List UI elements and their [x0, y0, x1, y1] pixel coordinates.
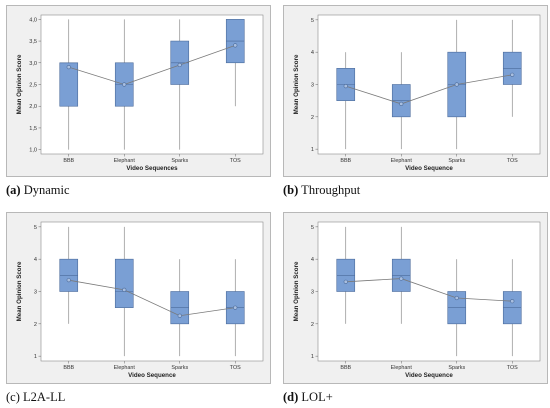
- caption-text: Dynamic: [20, 183, 70, 197]
- mean-marker: [177, 62, 182, 68]
- y-tick-label: 3,0: [29, 61, 37, 67]
- y-tick-label: 1,0: [29, 148, 37, 154]
- x-axis-label: Video Sequence: [128, 372, 176, 379]
- y-axis-label: Mean Opinion Score: [293, 261, 300, 321]
- caption-text: Throughput: [298, 183, 361, 197]
- x-tick-label: TOS: [230, 158, 241, 164]
- x-tick-label: Sparks: [448, 365, 465, 371]
- caption-dynamic: (a) Dynamic: [6, 183, 70, 198]
- y-tick-label: 3: [311, 290, 314, 296]
- x-axis-label: Video Sequence: [405, 372, 453, 379]
- y-tick-label: 2,5: [29, 83, 37, 89]
- y-tick-label: 4: [311, 50, 314, 56]
- y-tick-label: 1,5: [29, 126, 37, 132]
- x-tick-label: Elephant: [114, 158, 136, 164]
- mean-marker: [454, 295, 459, 301]
- y-tick-label: 4: [311, 257, 314, 263]
- x-axis-label: Video Sequence: [405, 165, 453, 172]
- y-tick-label: 5: [34, 225, 37, 231]
- mean-connect-line: [345, 74, 513, 105]
- chart-panel-l2a-ll: 1 2 3 4 5 BBB Elephant Sparks TOS Video Sequence M…: [6, 212, 271, 384]
- x-tick-label: Sparks: [171, 158, 188, 164]
- mean-marker: [233, 43, 238, 48]
- mean-marker: [122, 287, 127, 292]
- y-tick-label: 5: [311, 18, 314, 24]
- x-tick-label: Elephant: [391, 158, 413, 164]
- x-tick-label: TOS: [507, 365, 518, 371]
- y-tick-label: 2: [311, 115, 314, 121]
- y-tick-label: 2,0: [29, 104, 37, 110]
- y-tick-label: 5: [311, 225, 314, 231]
- mean-connect-line: [68, 279, 236, 317]
- y-axis-label: Mean Opinion Score: [16, 261, 23, 321]
- caption-text: L2A-LL: [19, 390, 66, 404]
- x-tick-label: Sparks: [171, 365, 188, 371]
- mean-marker: [510, 72, 515, 77]
- mean-marker: [399, 101, 404, 106]
- y-tick-label: 4,0: [29, 17, 37, 23]
- x-tick-label: Elephant: [391, 365, 413, 371]
- caption-throughput: (b) Throughput: [283, 183, 360, 198]
- mean-marker: [233, 305, 238, 310]
- mean-marker: [122, 82, 127, 87]
- x-tick-label: BBB: [340, 365, 351, 371]
- boxplot-throughput: 1 2 3 4 5 BBB Elephant Sparks TOS Video Sequence M…: [293, 14, 541, 172]
- mean-marker: [510, 299, 515, 304]
- mean-marker: [66, 278, 71, 283]
- x-tick-label: Sparks: [448, 158, 465, 164]
- caption-letter: (d): [283, 390, 299, 404]
- y-tick-label: 3: [34, 290, 37, 296]
- mean-marker: [343, 84, 348, 89]
- chart-panel-throughput: 1 2 3 4 5 BBB Elephant Sparks TOS Video Sequence M…: [283, 5, 548, 177]
- y-axis-label: Mean Opinion Score: [16, 54, 23, 114]
- mean-marker: [399, 276, 404, 281]
- x-tick-label: TOS: [230, 365, 241, 371]
- y-tick-label: 1: [311, 354, 314, 360]
- boxplot-lol-plus: 1 2 3 4 5 BBB Elephant Sparks TOS Video Sequence M…: [293, 221, 541, 379]
- x-tick-label: TOS: [507, 158, 518, 164]
- y-tick-label: 1: [34, 354, 37, 360]
- mean-marker: [343, 279, 348, 284]
- x-tick-label: BBB: [340, 158, 351, 164]
- y-axis-label: Mean Opinion Score: [293, 54, 300, 114]
- mean-marker: [66, 65, 71, 70]
- caption-letter: (c): [6, 390, 20, 404]
- y-tick-label: 2: [34, 322, 37, 328]
- caption-letter: (a): [6, 183, 21, 197]
- caption-lol-plus: (d) LOL+: [283, 390, 333, 405]
- caption-text: LOL+: [298, 390, 333, 404]
- caption-letter: (b): [283, 183, 299, 197]
- chart-panel-lol-plus: 1 2 3 4 5 BBB Elephant Sparks TOS Video Sequence M…: [283, 212, 548, 384]
- caption-l2a-ll: (c) L2A-LL: [6, 390, 65, 405]
- y-tick-label: 1: [311, 147, 314, 153]
- x-tick-label: BBB: [63, 158, 74, 164]
- y-tick-label: 4: [34, 257, 37, 263]
- x-axis-label: Video Sequences: [126, 165, 178, 172]
- x-tick-label: Elephant: [114, 365, 136, 371]
- mean-marker: [454, 82, 459, 87]
- x-tick-label: BBB: [63, 365, 74, 371]
- boxplot-l2a-ll: 1 2 3 4 5 BBB Elephant Sparks TOS Video Sequence M…: [16, 221, 264, 379]
- y-tick-label: 3: [311, 83, 314, 89]
- mean-connect-line: [68, 45, 236, 85]
- box-iqr: [114, 258, 134, 308]
- mean-marker: [177, 313, 182, 318]
- y-tick-label: 2: [311, 322, 314, 328]
- boxplot-dynamic: 1,0 1,5 2,0 2,5 3,0 3,5 4,0 BBB Elephant Sparks TO…: [16, 14, 264, 172]
- mean-connect-line: [345, 278, 513, 302]
- chart-panel-dynamic: 1,0 1,5 2,0 2,5 3,0 3,5 4,0 BBB Elephant Sparks TO…: [6, 5, 271, 177]
- y-tick-label: 3,5: [29, 39, 37, 45]
